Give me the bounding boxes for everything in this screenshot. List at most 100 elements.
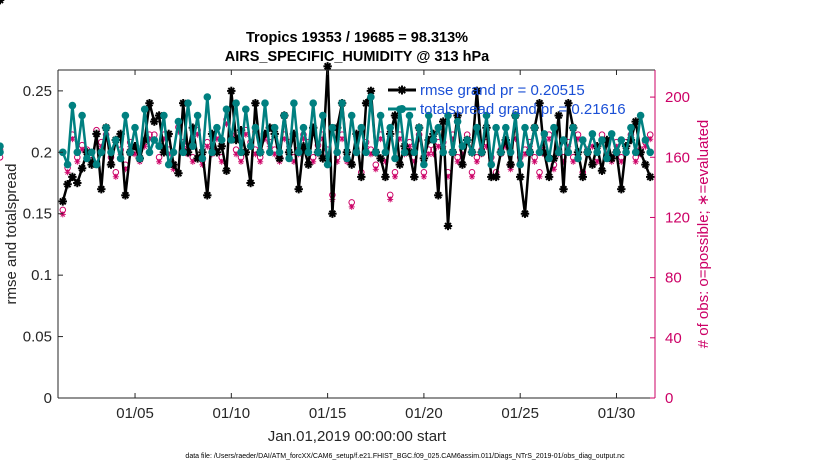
spread-point [526, 148, 534, 157]
spread-point [477, 148, 486, 157]
spread-point [405, 111, 414, 120]
rmse-point [641, 160, 650, 169]
spread-point [444, 111, 452, 120]
spread-point [112, 136, 120, 144]
rmse-point [294, 184, 303, 194]
obs-evaluated-point [112, 173, 119, 180]
rmse-point [506, 160, 515, 169]
rmse-point [222, 166, 231, 175]
spread-point [261, 99, 269, 107]
rmse-point [458, 160, 467, 169]
spread-point [140, 105, 149, 114]
rmse-point [376, 154, 385, 163]
spread-point [0, 142, 4, 150]
rmse-point [174, 168, 183, 178]
obs-evaluated-point [536, 173, 543, 180]
spread-point [612, 148, 621, 157]
spread-point [121, 111, 130, 120]
rmse-point [304, 160, 313, 169]
spread-series [0, 93, 654, 169]
y-right-tick-label: 80 [665, 270, 682, 287]
spread-point [410, 148, 419, 157]
spread-point [232, 99, 240, 107]
obs-evaluated-point [632, 158, 639, 165]
obs-evaluated-point [189, 158, 196, 165]
rmse-point [366, 86, 376, 96]
spread-point [275, 148, 284, 157]
rmse-point [145, 98, 154, 108]
spread-point [251, 123, 260, 132]
spread-point [179, 148, 187, 157]
obs-evaluated-point [531, 158, 538, 165]
spread-point [169, 148, 178, 157]
spread-point [400, 148, 409, 157]
y-right-tick-label: 120 [665, 209, 690, 226]
spread-point [299, 123, 308, 132]
obs-evaluated-point [473, 158, 480, 165]
spread-point [203, 93, 212, 101]
y-tick-label: 0.1 [31, 267, 52, 284]
obs-evaluated-point [242, 131, 249, 138]
spread-point [631, 148, 640, 157]
rmse-point [390, 111, 400, 120]
obs-evaluated-point [420, 173, 427, 180]
chart-title: Tropics 19353 / 19685 = 98.313% [246, 30, 468, 46]
spread-point [323, 160, 332, 169]
spread-point [352, 148, 361, 157]
rmse-point [544, 172, 554, 182]
rmse-point [472, 86, 482, 96]
rmse-point [97, 184, 106, 194]
spread-point [328, 123, 337, 132]
spread-point [266, 148, 274, 157]
obs-evaluated-point [425, 151, 432, 158]
rmse-point [535, 98, 544, 108]
obs-possible-point [0, 146, 4, 153]
obs-evaluated-point [74, 158, 81, 165]
x-ticks: 01/05 01/10 01/15 01/20 01/25 01/30 [116, 70, 635, 422]
spread-point [439, 148, 448, 157]
obs-evaluated-point [59, 211, 66, 218]
x-tick-label: 01/10 [213, 405, 251, 422]
spread-point [607, 130, 616, 138]
spread-point [126, 148, 134, 157]
spread-point [136, 154, 144, 163]
spread-point [506, 148, 515, 157]
rmse-point [92, 129, 101, 139]
rmse-point [564, 98, 573, 108]
rmse-point [516, 172, 525, 182]
obs-evaluated-point [238, 158, 244, 165]
spread-point [617, 136, 626, 144]
rmse-point [246, 178, 255, 188]
spread-point [492, 123, 500, 132]
spread-point [309, 99, 318, 107]
rmse-point [251, 98, 260, 108]
spread-point [145, 148, 154, 157]
spread-point [314, 148, 322, 157]
spread-point [511, 111, 520, 120]
rmse-point [193, 154, 202, 163]
rmse-point [520, 209, 530, 218]
spread-point [198, 154, 207, 163]
obs-evaluated-point [392, 173, 398, 180]
spread-point [468, 148, 476, 157]
obs-evaluated-point [387, 196, 394, 203]
spread-point [222, 105, 231, 114]
x-tick-label: 01/15 [309, 405, 347, 422]
y-tick-label: 0.05 [23, 329, 52, 346]
rmse-point [347, 160, 356, 169]
x-tick-label: 01/25 [501, 405, 539, 422]
spread-point [415, 123, 423, 132]
spread-point [420, 160, 428, 169]
y-axis-label-right: # of obs: o=possible; ∗=evaluated [695, 120, 712, 349]
spread-point [550, 123, 558, 132]
spread-point [502, 123, 510, 132]
spread-point [482, 111, 491, 120]
legend: rmse grand pr = 0.20515 totalspread gran… [388, 82, 626, 118]
spread-point [381, 148, 390, 157]
rmse-point [578, 172, 587, 182]
spread-point [540, 130, 549, 138]
spread-point [131, 123, 139, 132]
spread-point [256, 148, 265, 157]
spread-point [285, 154, 293, 163]
